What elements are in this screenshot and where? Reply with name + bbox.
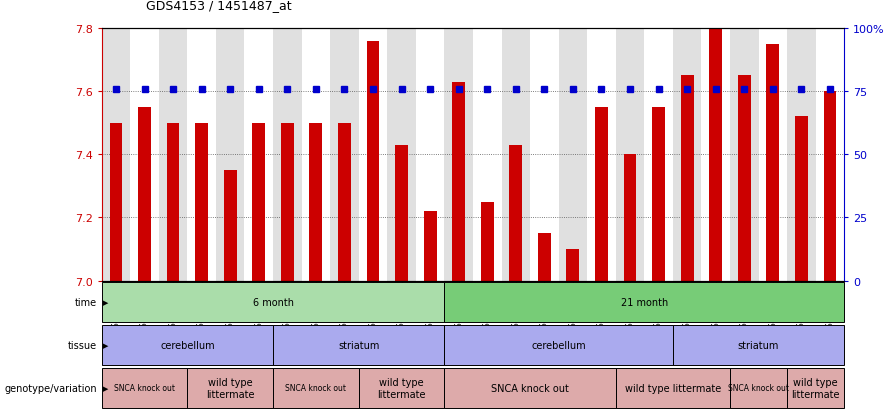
Bar bbox=[567, 249, 579, 281]
Bar bbox=[730, 29, 758, 281]
Bar bbox=[501, 29, 530, 281]
Text: tissue: tissue bbox=[68, 340, 97, 350]
Bar bbox=[130, 29, 159, 281]
Bar bbox=[359, 368, 445, 408]
Text: SNCA knock out: SNCA knock out bbox=[114, 383, 175, 392]
Bar bbox=[473, 29, 501, 281]
Text: striatum: striatum bbox=[338, 340, 379, 350]
Bar bbox=[595, 108, 608, 281]
Bar bbox=[102, 282, 445, 323]
Bar bbox=[787, 368, 844, 408]
Bar bbox=[330, 29, 359, 281]
Bar bbox=[530, 29, 559, 281]
Text: 6 month: 6 month bbox=[253, 298, 293, 308]
Bar bbox=[537, 234, 551, 281]
Bar bbox=[167, 123, 179, 281]
Text: SNCA knock out: SNCA knock out bbox=[728, 383, 789, 392]
Text: genotype/variation: genotype/variation bbox=[4, 383, 97, 393]
Text: striatum: striatum bbox=[738, 340, 779, 350]
Bar bbox=[709, 29, 722, 281]
Text: 21 month: 21 month bbox=[621, 298, 668, 308]
Bar bbox=[102, 325, 273, 366]
Bar bbox=[338, 123, 351, 281]
Bar bbox=[102, 29, 130, 281]
Text: ▶: ▶ bbox=[103, 299, 108, 306]
Bar bbox=[453, 83, 465, 281]
Bar bbox=[138, 108, 151, 281]
Bar bbox=[730, 368, 787, 408]
Bar bbox=[738, 76, 751, 281]
Bar bbox=[481, 202, 493, 281]
Bar bbox=[673, 29, 701, 281]
Bar bbox=[623, 155, 636, 281]
Bar bbox=[359, 29, 387, 281]
Bar bbox=[110, 123, 122, 281]
Text: wild type
littermate: wild type littermate bbox=[377, 377, 426, 399]
Bar bbox=[644, 29, 673, 281]
Bar bbox=[445, 368, 616, 408]
Bar bbox=[587, 29, 616, 281]
Bar bbox=[509, 145, 522, 281]
Bar bbox=[187, 29, 216, 281]
Bar bbox=[395, 145, 408, 281]
Text: ▶: ▶ bbox=[103, 342, 108, 348]
Text: wild type
littermate: wild type littermate bbox=[791, 377, 840, 399]
Bar bbox=[616, 29, 644, 281]
Bar bbox=[224, 171, 237, 281]
Bar bbox=[445, 325, 673, 366]
Bar bbox=[159, 29, 187, 281]
Bar bbox=[367, 41, 379, 281]
Bar bbox=[673, 325, 844, 366]
Text: SNCA knock out: SNCA knock out bbox=[492, 383, 569, 393]
Bar bbox=[445, 282, 844, 323]
Text: GDS4153 / 1451487_at: GDS4153 / 1451487_at bbox=[146, 0, 292, 12]
Bar bbox=[423, 211, 437, 281]
Bar bbox=[795, 117, 808, 281]
Text: cerebellum: cerebellum bbox=[531, 340, 586, 350]
Bar bbox=[415, 29, 445, 281]
Text: ▶: ▶ bbox=[103, 385, 108, 391]
Text: wild type littermate: wild type littermate bbox=[625, 383, 721, 393]
Bar bbox=[281, 123, 293, 281]
Bar bbox=[273, 325, 445, 366]
Text: SNCA knock out: SNCA knock out bbox=[286, 383, 347, 392]
Bar bbox=[681, 76, 694, 281]
Bar bbox=[273, 29, 301, 281]
Text: wild type
littermate: wild type littermate bbox=[206, 377, 255, 399]
Bar bbox=[701, 29, 730, 281]
Bar bbox=[559, 29, 587, 281]
Bar bbox=[766, 45, 780, 281]
Text: time: time bbox=[75, 298, 97, 308]
Bar bbox=[787, 29, 816, 281]
Text: cerebellum: cerebellum bbox=[160, 340, 215, 350]
Bar bbox=[652, 108, 665, 281]
Bar bbox=[824, 92, 836, 281]
Bar bbox=[387, 29, 415, 281]
Bar bbox=[445, 29, 473, 281]
Bar bbox=[816, 29, 844, 281]
Bar bbox=[102, 368, 187, 408]
Bar bbox=[309, 123, 323, 281]
Bar bbox=[252, 123, 265, 281]
Bar bbox=[187, 368, 273, 408]
Bar bbox=[758, 29, 787, 281]
Bar bbox=[301, 29, 330, 281]
Bar bbox=[616, 368, 730, 408]
Bar bbox=[273, 368, 359, 408]
Bar bbox=[245, 29, 273, 281]
Bar bbox=[216, 29, 245, 281]
Bar bbox=[195, 123, 208, 281]
